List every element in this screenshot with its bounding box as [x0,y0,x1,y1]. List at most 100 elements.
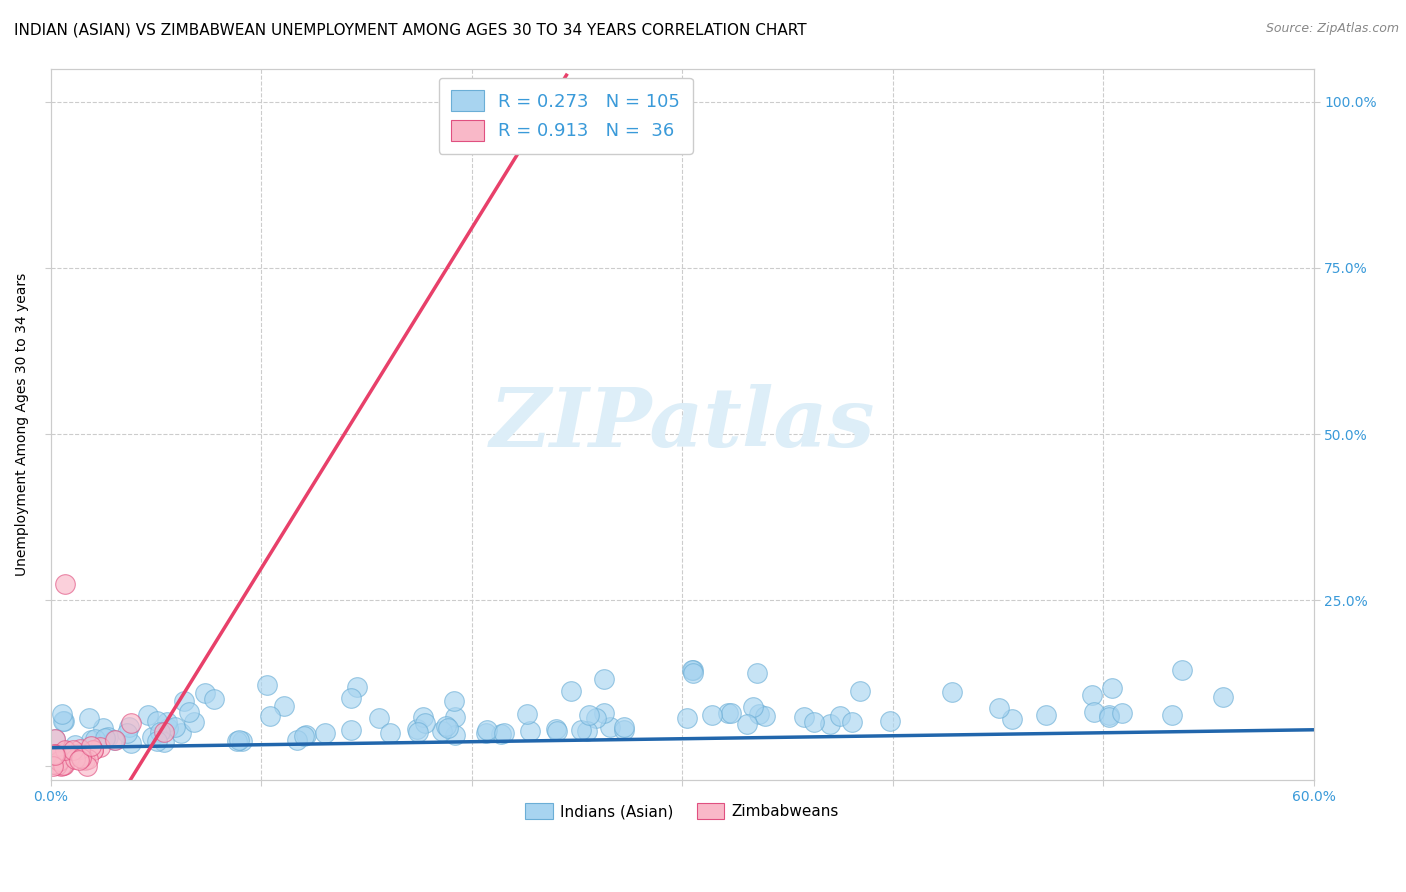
Point [179,706,201,720]
Point [82,743,104,757]
Point [120,715,142,730]
Point [346,680,368,694]
Point [803,714,825,729]
Point [849,684,872,698]
Point [145,714,167,728]
Point [231,733,253,747]
Point [613,723,636,738]
Point [53,743,76,757]
Point [434,719,457,733]
Point [136,707,159,722]
Point [69,742,91,756]
Point [104,732,127,747]
Point [519,724,541,739]
Point [700,708,723,723]
Point [443,728,465,742]
Point [41,757,63,772]
Point [367,711,389,725]
Point [52,758,75,772]
Text: ZIPatlas: ZIPatlas [489,384,875,464]
Point [585,711,607,725]
Point [70,751,93,765]
Point [63,752,86,766]
Point [569,723,592,737]
Point [818,716,841,731]
Point [747,665,769,680]
Point [76,758,98,772]
Point [576,724,599,739]
Point [89,739,111,754]
Point [194,686,217,700]
Point [77,710,100,724]
Point [153,735,176,749]
Point [717,706,740,720]
Point [405,722,427,736]
Point [48,752,70,766]
Point [83,731,105,746]
Point [1035,708,1057,723]
Point [48,754,70,768]
Point [52,714,75,728]
Point [51,706,73,721]
Y-axis label: Unemployment Among Ages 30 to 34 years: Unemployment Among Ages 30 to 34 years [15,272,30,575]
Point [1212,690,1234,705]
Point [941,684,963,698]
Point [754,709,776,723]
Point [1161,708,1184,723]
Point [56,744,79,758]
Point [80,733,103,747]
Point [599,720,621,734]
Point [60,749,83,764]
Point [70,749,93,764]
Point [53,757,76,772]
Point [77,752,100,766]
Point [82,742,104,756]
Point [444,710,467,724]
Point [156,714,179,729]
Point [475,726,498,740]
Point [44,748,66,763]
Point [292,729,315,743]
Point [69,746,91,760]
Text: Source: ZipAtlas.com: Source: ZipAtlas.com [1265,22,1399,36]
Point [41,751,63,765]
Point [593,706,616,720]
Point [44,731,66,746]
Point [103,733,125,747]
Point [340,723,363,737]
Point [1111,706,1133,720]
Point [165,720,187,734]
Point [544,722,567,736]
Point [412,710,434,724]
Point [793,709,815,723]
Point [681,663,703,677]
Point [560,684,582,698]
Point [63,738,86,752]
Point [67,753,90,767]
Point [593,672,616,686]
Point [987,701,1010,715]
Point [676,711,699,725]
Point [97,730,120,744]
Point [273,698,295,713]
Point [41,758,63,772]
Point [45,747,67,761]
Point [117,726,139,740]
Point [879,714,901,728]
Point [613,720,636,734]
Point [413,716,436,731]
Point [91,721,114,735]
Point [682,663,704,677]
Point [170,726,193,740]
Point [748,707,770,722]
Point [491,727,513,741]
Point [94,731,117,746]
Point [202,691,225,706]
Point [141,730,163,744]
Point [225,734,247,748]
Point [228,732,250,747]
Point [314,726,336,740]
Point [53,576,76,591]
Point [294,728,316,742]
Point [1170,663,1192,677]
